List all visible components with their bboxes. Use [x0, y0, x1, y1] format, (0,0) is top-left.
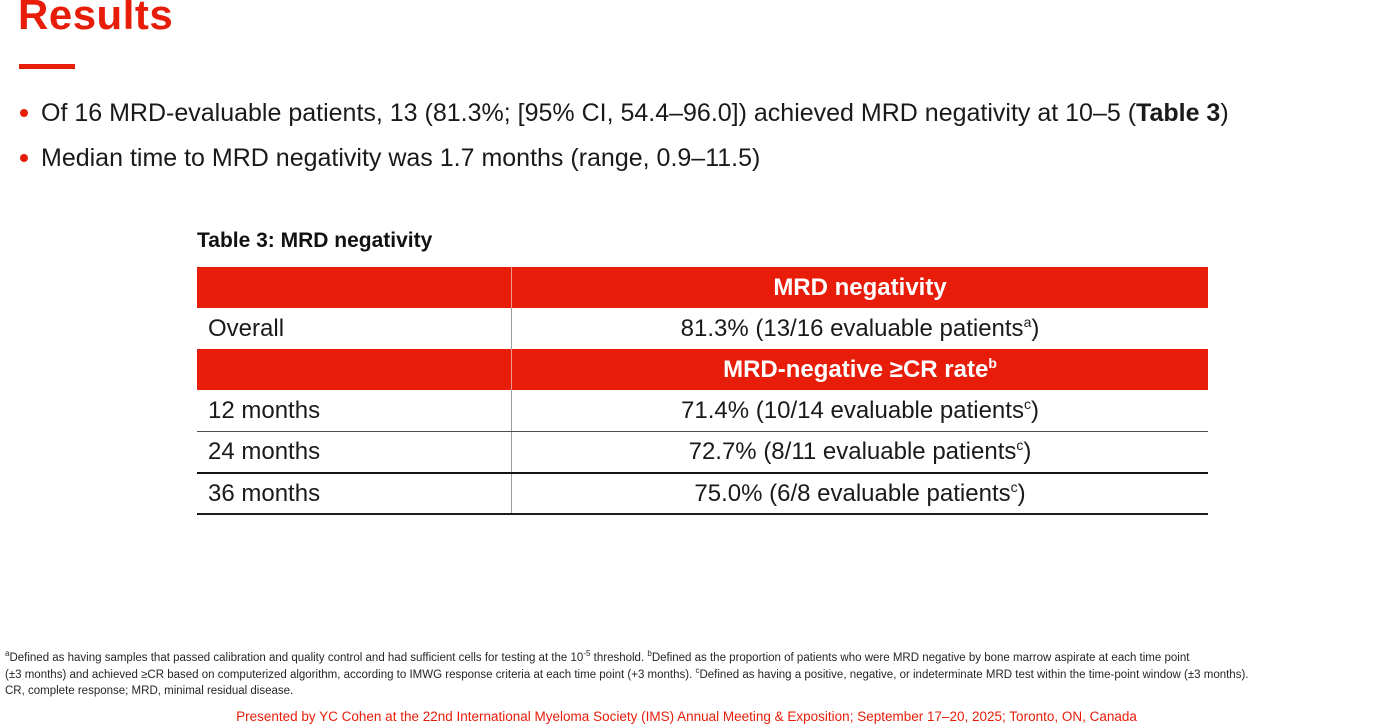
table-header-cell-empty	[197, 349, 512, 390]
bullet-item: Of 16 MRD-evaluable patients, 13 (81.3%;…	[18, 98, 1229, 128]
footnote-text: Defined as the proportion of patients wh…	[651, 652, 1190, 664]
cell-value-text: 71.4% (10/14 evaluable patientsc)	[681, 395, 1039, 424]
table-header-cell-cr-rate: MRD-negative ≥CR rateb	[512, 349, 1208, 390]
table-title: Table 3: MRD negativity	[197, 229, 433, 252]
bullet-dot-icon	[20, 109, 28, 117]
bullet-text-pre: Median time to MRD negativity was 1.7 mo…	[41, 144, 761, 172]
table-cell-label: 12 months	[197, 390, 512, 431]
table-header-row-cr-rate: MRD-negative ≥CR rateb	[197, 349, 1208, 390]
table-header-text: MRD negativity	[773, 273, 947, 301]
table-cell-label: 24 months	[197, 432, 512, 472]
footnote-marker: c	[1016, 437, 1024, 453]
footnote-marker: b	[988, 354, 997, 371]
cell-value-text: 72.7% (8/11 evaluable patientsc)	[688, 437, 1032, 465]
footnote-abbreviations: CR, complete response; MRD, minimal resi…	[5, 685, 294, 697]
footnote-text: threshold.	[590, 652, 648, 664]
table-header-cell-mrd-negativity: MRD negativity	[512, 267, 1208, 308]
table-cell-label: 36 months	[197, 474, 512, 513]
table-cell-value: 71.4% (10/14 evaluable patientsc)	[512, 390, 1208, 431]
table-row-24-months: 24 months 72.7% (8/11 evaluable patients…	[197, 431, 1208, 472]
exponent-superscript: -5	[583, 649, 591, 659]
cell-value-text: 75.0% (6/8 evaluable patientsc)	[694, 478, 1026, 507]
footnote-marker: c	[695, 665, 700, 675]
presentation-credit: Presented by YC Cohen at the 22nd Intern…	[236, 709, 1137, 724]
table-row-overall: Overall 81.3% (13/16 evaluable patientsa…	[197, 308, 1208, 349]
bullet-text: Median time to MRD negativity was 1.7 mo…	[41, 143, 760, 173]
table-cell-value: 72.7% (8/11 evaluable patientsc)	[512, 432, 1208, 472]
footnote-line-1: aDefined as having samples that passed c…	[5, 650, 1368, 667]
bullet-item: Median time to MRD negativity was 1.7 mo…	[18, 143, 1229, 173]
bullet-text-bold: Table 3	[1136, 99, 1221, 127]
footnote-marker: c	[1023, 395, 1031, 412]
footnote-marker: b	[647, 649, 652, 659]
mrd-negativity-table: MRD negativity Overall 81.3% (13/16 eval…	[197, 267, 1208, 515]
table-cell-label: Overall	[197, 308, 512, 349]
footnote-text: Defined as having samples that passed ca…	[9, 652, 584, 664]
bullet-text-pre: Of 16 MRD-evaluable patients, 13 (81.3%;…	[41, 99, 1137, 127]
cell-value-text: 81.3% (13/16 evaluable patientsa)	[680, 313, 1040, 342]
table-header-cell-empty	[197, 267, 512, 308]
footnote-marker: c	[1010, 478, 1018, 495]
table-cell-value: 81.3% (13/16 evaluable patientsa)	[512, 308, 1208, 349]
page-title: Results	[18, 0, 174, 38]
table-row-12-months: 12 months 71.4% (10/14 evaluable patient…	[197, 390, 1208, 431]
bullet-text-post: )	[1220, 99, 1229, 127]
table-row-36-months: 36 months 75.0% (6/8 evaluable patientsc…	[197, 472, 1208, 513]
table-header-text: MRD-negative ≥CR rateb	[723, 354, 997, 383]
footnote-marker: a	[5, 649, 10, 659]
footnote-text: Defined as having a positive, negative, …	[699, 668, 1249, 681]
footnote-text: (±3 months) and achieved ≥CR based on co…	[5, 668, 696, 681]
footnotes-block: aDefined as having samples that passed c…	[5, 650, 1368, 700]
title-underline-dash	[19, 64, 75, 69]
table-header-row-mrd-negativity: MRD negativity	[197, 267, 1208, 308]
bullet-list: Of 16 MRD-evaluable patients, 13 (81.3%;…	[18, 98, 1229, 188]
bullet-dot-icon	[20, 154, 28, 162]
table-cell-value: 75.0% (6/8 evaluable patientsc)	[512, 474, 1208, 513]
footnote-marker: a	[1023, 313, 1032, 330]
bullet-text: Of 16 MRD-evaluable patients, 13 (81.3%;…	[41, 98, 1229, 128]
footnote-line-2: (±3 months) and achieved ≥CR based on co…	[5, 665, 1368, 684]
